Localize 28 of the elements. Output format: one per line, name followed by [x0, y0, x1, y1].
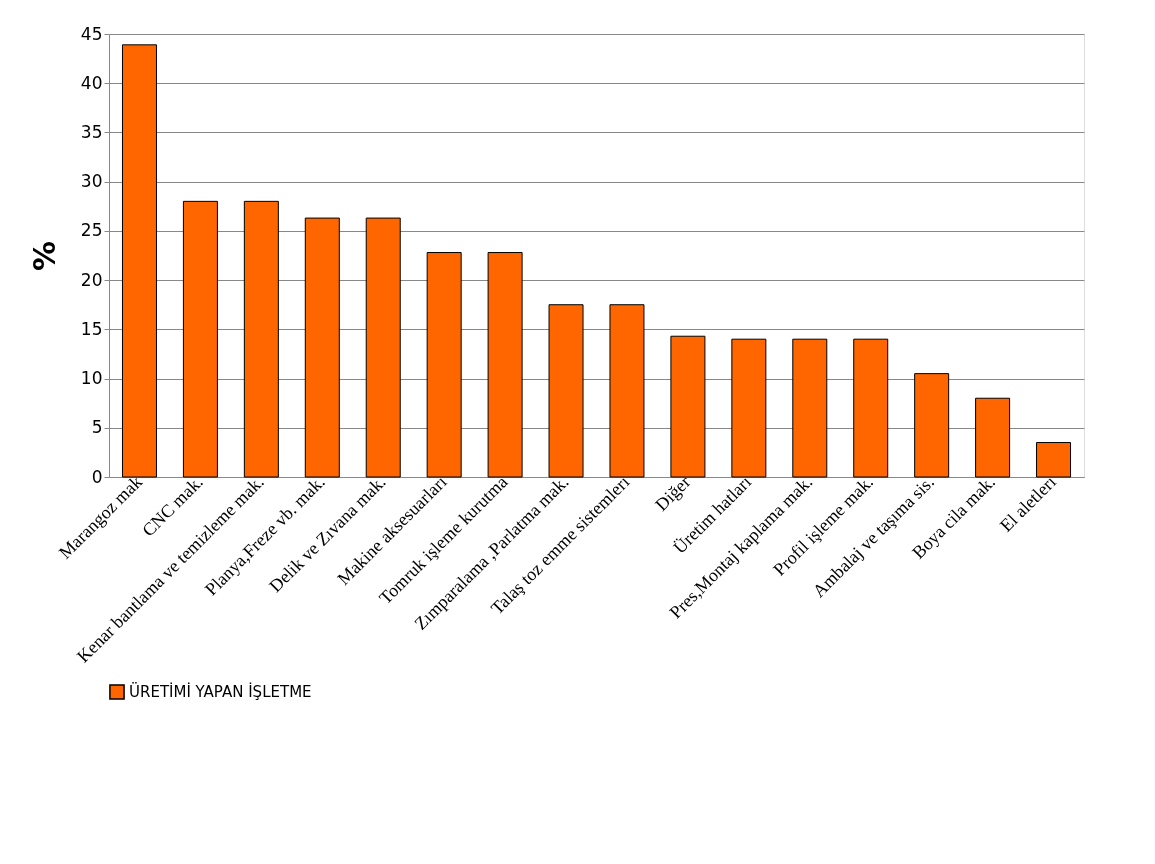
y-tick-label: 15	[80, 318, 103, 339]
bar	[792, 338, 828, 478]
bar	[609, 304, 645, 478]
bar	[365, 217, 401, 478]
bar	[304, 217, 340, 478]
bar	[121, 44, 157, 478]
y-tick-label: 0	[91, 466, 103, 487]
y-tick-label: 20	[80, 269, 103, 290]
bar	[975, 397, 1011, 478]
bar	[182, 200, 218, 478]
bar	[548, 304, 584, 478]
bar	[1036, 442, 1072, 478]
bar	[487, 252, 523, 478]
y-tick-label: 10	[80, 368, 103, 389]
bar	[243, 200, 279, 478]
y-tick-label: 40	[80, 72, 103, 93]
y-tick-label: 45	[80, 23, 103, 44]
y-axis-title: %	[26, 240, 62, 272]
bar	[670, 335, 706, 478]
legend-label: ÜRETİMİ YAPAN İŞLETME	[129, 682, 312, 701]
bar	[731, 338, 767, 478]
bar	[426, 252, 462, 478]
bar	[853, 338, 889, 478]
y-tick-label: 25	[80, 220, 103, 241]
y-tick-label: 5	[91, 417, 103, 438]
y-tick-label: 30	[80, 171, 103, 192]
bar	[914, 373, 950, 478]
y-tick-label: 35	[80, 121, 103, 142]
